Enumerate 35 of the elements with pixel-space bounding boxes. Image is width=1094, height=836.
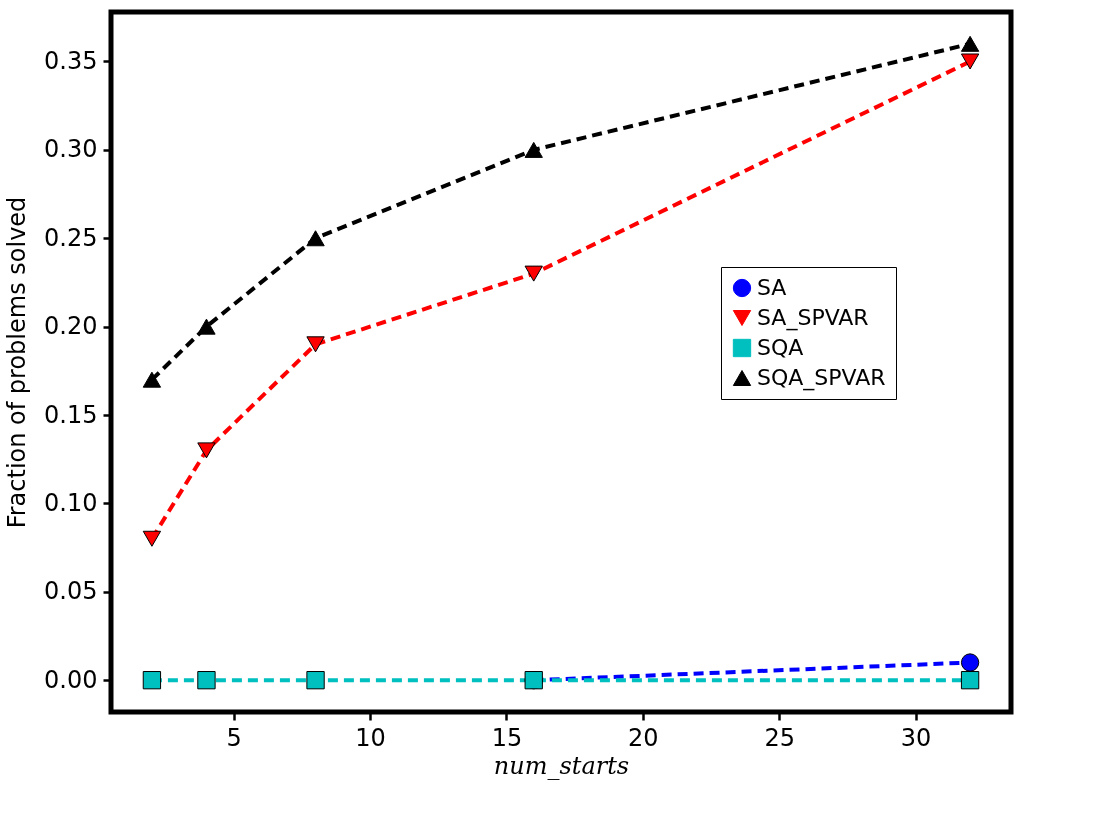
y-tick-label: 0.25: [44, 223, 98, 252]
point: [960, 53, 980, 70]
point: [142, 671, 162, 690]
y-tick-label: 0.15: [44, 400, 98, 429]
point: [306, 336, 325, 353]
point: [197, 318, 216, 335]
legend-label: SA_SPVAR: [757, 305, 869, 331]
point: [524, 141, 543, 158]
legend-label: SQA_SPVAR: [757, 365, 886, 391]
y-tick-label: 0.10: [44, 488, 98, 517]
x-tick-label: 25: [764, 723, 795, 752]
point: [960, 671, 980, 690]
point: [142, 371, 162, 388]
x-tick-label: 30: [900, 723, 932, 752]
legend-label: SQA: [757, 335, 804, 360]
point: [306, 230, 325, 247]
y-axis-title: Fraction of problems solved: [3, 196, 32, 529]
y-tick-label: 0.30: [44, 135, 98, 164]
x-tick-label: 5: [226, 723, 242, 752]
point: [142, 530, 162, 547]
point: [197, 671, 216, 690]
point: [306, 671, 325, 690]
x-tick-label: 20: [628, 723, 659, 752]
point: [524, 265, 543, 282]
point: [960, 35, 980, 52]
x-tick-label: 10: [355, 723, 386, 752]
y-tick-label: 0.05: [44, 577, 98, 606]
point: [197, 442, 216, 459]
x-tick-label: 15: [491, 723, 523, 752]
y-tick-label: 0.35: [44, 46, 98, 75]
legend-label: SA: [757, 275, 787, 300]
x-axis-title: num_starts: [493, 751, 630, 780]
y-tick-label: 0.20: [44, 312, 98, 341]
y-tick-label: 0.00: [44, 665, 98, 694]
point: [960, 653, 980, 672]
